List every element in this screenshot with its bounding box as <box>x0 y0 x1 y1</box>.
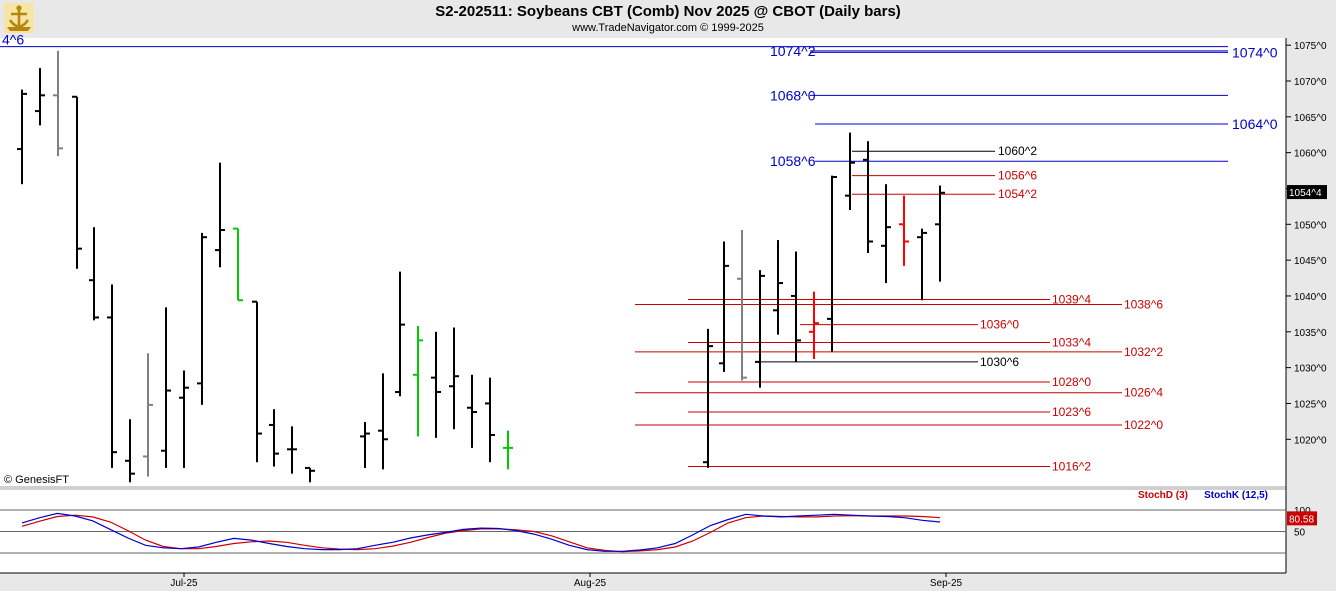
level-label-15: 1028^0 <box>1052 375 1091 389</box>
y-tick-label-3: 1060^0 <box>1294 149 1327 160</box>
stoch-last-box <box>1287 511 1317 526</box>
chart-subtitle: www.TradeNavigator.com © 1999-2025 <box>572 22 764 34</box>
stoch-series-1 <box>21 512 941 552</box>
level-label-10: 1038^6 <box>1124 298 1163 312</box>
level-label-1: 1074^2 <box>770 43 816 59</box>
level-label-0: 4^6 <box>2 32 24 48</box>
x-axis-band <box>0 573 1286 591</box>
legend-stochd: StochD (3) <box>1138 490 1188 501</box>
level-label-9: 1039^4 <box>1052 293 1091 307</box>
level-label-18: 1022^0 <box>1124 418 1163 432</box>
y-tick-label-11: 1020^0 <box>1294 435 1327 446</box>
y-tick-label-8: 1035^0 <box>1294 328 1327 339</box>
y-tick-label-2: 1065^0 <box>1294 113 1327 124</box>
y-tick-label-9: 1030^0 <box>1294 364 1327 375</box>
y-tick-label-6: 1045^0 <box>1294 256 1327 267</box>
level-label-5: 1060^2 <box>998 144 1037 158</box>
y-axis-band <box>1286 38 1336 591</box>
last-price-label: 1054^4 <box>1289 188 1322 199</box>
level-label-19: 1016^2 <box>1052 460 1091 474</box>
level-label-2: 1074^0 <box>1232 44 1278 60</box>
chart-header: S2-202511: Soybeans CBT (Comb) Nov 2025 … <box>0 0 1336 38</box>
chart-title: S2-202511: Soybeans CBT (Comb) Nov 2025 … <box>435 3 901 20</box>
x-tick-label-1: Aug-25 <box>574 578 607 589</box>
level-label-17: 1023^6 <box>1052 405 1091 419</box>
level-label-8: 1054^2 <box>998 187 1037 201</box>
genesis-logo-icon <box>4 3 34 33</box>
y-tick-label-7: 1040^0 <box>1294 292 1327 303</box>
stoch-last-label: 80.58 <box>1289 514 1314 525</box>
x-tick-label-2: Sep-25 <box>930 578 963 589</box>
level-label-3: 1068^0 <box>770 87 816 103</box>
y-tick-label-5: 1050^0 <box>1294 220 1327 231</box>
level-label-11: 1036^0 <box>980 318 1019 332</box>
panel-divider <box>0 486 1286 490</box>
level-label-4: 1064^0 <box>1232 116 1278 132</box>
y-tick-label-0: 1075^0 <box>1294 41 1327 52</box>
x-tick-label-0: Jul-25 <box>170 578 198 589</box>
level-label-7: 1056^6 <box>998 169 1037 183</box>
level-label-14: 1030^6 <box>980 355 1019 369</box>
y-tick-label-10: 1025^0 <box>1294 399 1327 410</box>
level-label-16: 1026^4 <box>1124 386 1163 400</box>
level-label-6: 1058^6 <box>770 153 816 169</box>
legend-stochk: StochK (12,5) <box>1204 490 1268 501</box>
watermark: © GenesisFT <box>4 474 69 486</box>
last-price-box <box>1287 185 1327 200</box>
stoch-series-0 <box>21 514 941 553</box>
y-tick-label-1: 1070^0 <box>1294 77 1327 88</box>
level-label-12: 1033^4 <box>1052 336 1091 350</box>
stoch-tick-label-1: 50 <box>1294 528 1306 539</box>
level-label-13: 1032^2 <box>1124 345 1163 359</box>
